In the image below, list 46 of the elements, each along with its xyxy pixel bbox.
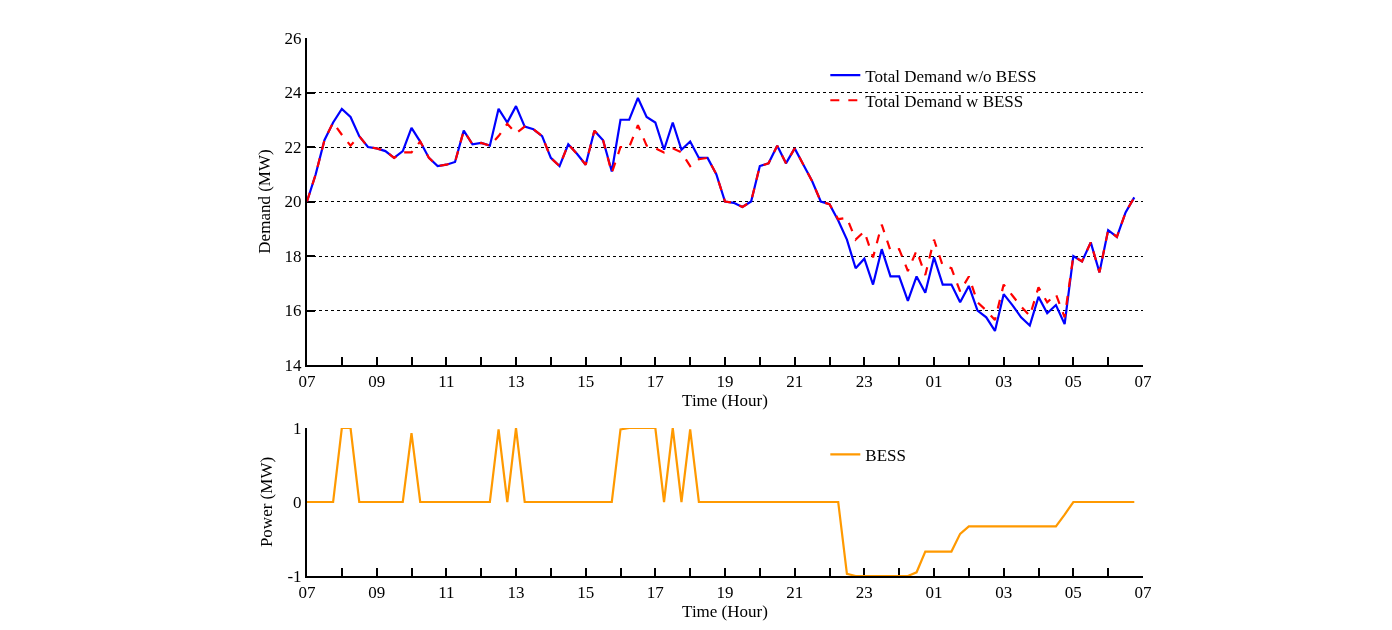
x-tick-label: 05 (1064, 583, 1082, 603)
x-tick-label: 11 (438, 372, 455, 392)
x-tick-label: 09 (368, 583, 386, 603)
y-tick-label: 26 (284, 28, 302, 48)
x-tick-label: 19 (716, 372, 734, 392)
x-tick-label: 07 (298, 372, 316, 392)
y-tick-label: 0 (293, 492, 302, 512)
x-tick-label: 23 (855, 583, 873, 603)
x-axis-title: Time (Hour) (682, 602, 768, 622)
y-tick-label: 20 (284, 192, 302, 212)
legend-label: Total Demand w BESS (865, 91, 1024, 111)
x-tick-label: 15 (577, 583, 595, 603)
x-tick-label: 07 (298, 583, 316, 603)
y-axis-title: Demand (MW) (254, 149, 274, 254)
line-series (307, 428, 1136, 576)
x-tick-label: 03 (995, 583, 1013, 603)
x-tick-label: 03 (995, 372, 1013, 392)
x-tick-label: 15 (577, 372, 595, 392)
y-tick-label: 18 (284, 246, 302, 266)
x-tick-label: 23 (855, 372, 873, 392)
y-tick-label: -1 (287, 566, 302, 586)
x-tick-label: 13 (507, 583, 525, 603)
legend-label: Total Demand w/o BESS (865, 66, 1037, 86)
y-tick-label: 1 (293, 418, 302, 438)
x-axis-title: Time (Hour) (682, 391, 768, 410)
y-axis-title: Power (MW) (257, 456, 277, 548)
y-tick-label: 16 (284, 301, 302, 321)
x-tick-label: 13 (507, 372, 525, 392)
line-series (307, 121, 1136, 322)
x-tick-label: 01 (925, 583, 943, 603)
x-tick-label: 01 (925, 372, 943, 392)
x-tick-label: 21 (786, 372, 804, 392)
x-tick-label: 05 (1064, 372, 1082, 392)
y-tick-label: 14 (284, 355, 303, 375)
line-series (307, 96, 1136, 333)
legend-label: BESS (865, 446, 906, 466)
x-tick-label: 19 (716, 583, 734, 603)
y-tick-label: 22 (284, 137, 302, 157)
x-tick-label: 11 (438, 583, 455, 603)
x-tick-label: 21 (786, 583, 804, 603)
y-tick-label: 24 (284, 83, 303, 103)
x-tick-label: 07 (1134, 583, 1152, 603)
x-tick-label: 07 (1134, 372, 1152, 392)
x-tick-label: 09 (368, 372, 386, 392)
x-tick-label: 17 (646, 583, 665, 603)
x-tick-label: 17 (646, 372, 665, 392)
